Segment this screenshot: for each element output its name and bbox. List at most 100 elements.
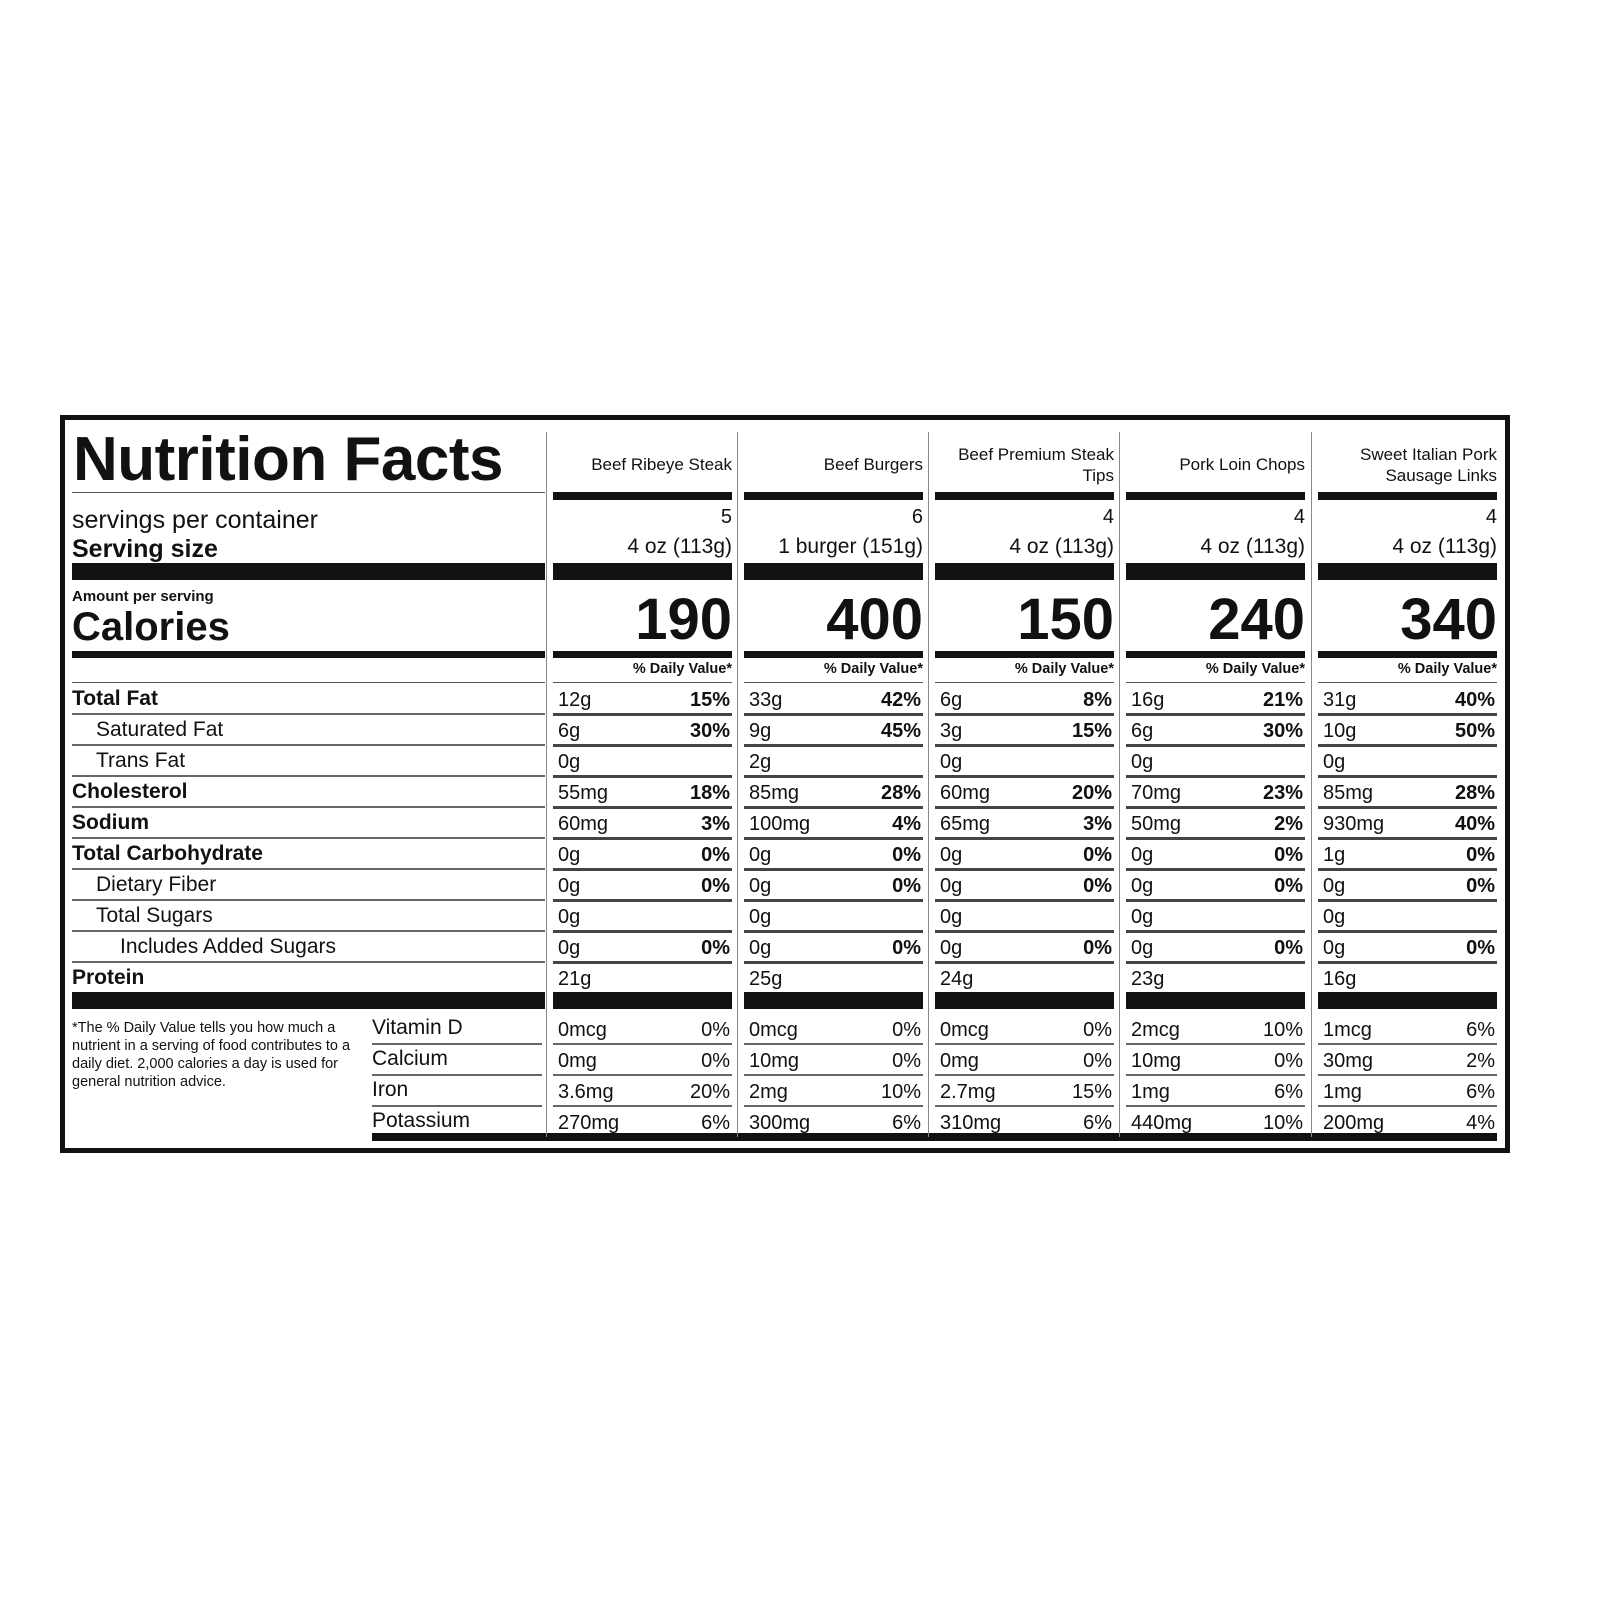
row-divider: [553, 868, 732, 871]
divider: [1318, 682, 1497, 683]
column-separator: [1311, 432, 1312, 1137]
row-divider: [1318, 1105, 1497, 1107]
row-divider: [1318, 930, 1497, 933]
daily-value-header: % Daily Value*: [823, 661, 923, 677]
row-divider: [553, 837, 732, 840]
nutrient-amount: 0g: [1323, 937, 1346, 959]
row-divider: [553, 1043, 732, 1045]
nutrient-amount: 3g: [940, 720, 963, 742]
vitamin-label: Vitamin D: [372, 1016, 463, 1039]
nutrient-daily-value: 42%: [880, 689, 921, 711]
nutrient-amount: 85mg: [749, 782, 800, 804]
nutrient-daily-value: 3%: [701, 813, 730, 835]
nutrient-amount: 0g: [1131, 906, 1154, 928]
row-divider: [744, 1074, 923, 1076]
vitamin-daily-value: 6%: [1274, 1081, 1303, 1103]
vitamin-amount: 0mcg: [749, 1019, 798, 1041]
row-divider: [1126, 1043, 1305, 1045]
calories-value: 340: [1400, 587, 1497, 652]
row-divider: [1126, 930, 1305, 933]
row-divider: [72, 806, 545, 808]
row-divider: [935, 961, 1114, 964]
vitamin-amount: 1mg: [1131, 1081, 1170, 1103]
row-divider: [744, 899, 923, 902]
row-divider: [72, 744, 545, 746]
nutrient-daily-value: 40%: [1454, 813, 1495, 835]
vitamin-daily-value: 0%: [1274, 1050, 1303, 1072]
nutrient-amount: 0g: [1131, 875, 1154, 897]
bottom-divider: [372, 1133, 1497, 1141]
row-divider: [553, 1074, 732, 1076]
nutrient-daily-value: 23%: [1262, 782, 1303, 804]
row-divider: [744, 744, 923, 747]
vitamin-amount: 3.6mg: [558, 1081, 614, 1103]
nutrient-amount: 0g: [558, 875, 581, 897]
row-divider: [935, 744, 1114, 747]
nutrient-amount: 0g: [940, 906, 963, 928]
vitamin-daily-value: 0%: [1083, 1050, 1112, 1072]
nutrient-amount: 0g: [940, 875, 963, 897]
row-divider: [935, 837, 1114, 840]
row-divider: [1318, 744, 1497, 747]
nutrient-amount: 23g: [1131, 968, 1165, 990]
medium-divider: [744, 651, 923, 658]
nutrient-daily-value: 20%: [1071, 782, 1112, 804]
row-divider: [935, 930, 1114, 933]
vitamin-amount: 0mcg: [558, 1019, 607, 1041]
row-divider: [553, 1105, 732, 1107]
nutrient-label: Sodium: [72, 811, 149, 834]
row-divider: [935, 1043, 1114, 1045]
serving-size-value: 1 burger (151g): [778, 535, 923, 558]
nutrient-amount: 9g: [749, 720, 772, 742]
amount-per-serving-label: Amount per serving: [72, 588, 214, 605]
nutrient-amount: 0g: [749, 906, 772, 928]
vitamin-daily-value: 2%: [1466, 1050, 1495, 1072]
serving-size-value: 4 oz (113g): [1009, 535, 1114, 558]
nutrient-amount: 0g: [940, 751, 963, 773]
row-divider: [744, 1105, 923, 1107]
row-divider: [744, 961, 923, 964]
nutrient-daily-value: 15%: [689, 689, 730, 711]
medium-divider: [72, 651, 545, 658]
row-divider: [744, 1043, 923, 1045]
row-divider: [1318, 775, 1497, 778]
thick-divider: [1318, 563, 1497, 580]
thick-divider: [72, 563, 545, 580]
nutrient-amount: 0g: [1131, 844, 1154, 866]
vitamin-amount: 10mg: [1131, 1050, 1182, 1072]
column-separator: [1119, 432, 1120, 1137]
panel-title: Nutrition Facts: [73, 425, 503, 494]
calories-value: 150: [1017, 587, 1114, 652]
nutrient-amount: 31g: [1323, 689, 1357, 711]
nutrient-amount: 0g: [558, 906, 581, 928]
vitamin-daily-value: 0%: [892, 1019, 921, 1041]
nutrient-amount: 70mg: [1131, 782, 1182, 804]
nutrient-daily-value: 0%: [1274, 875, 1303, 897]
nutrient-amount: 50mg: [1131, 813, 1182, 835]
vitamin-amount: 30mg: [1323, 1050, 1374, 1072]
row-divider: [72, 837, 545, 839]
nutrient-amount: 0g: [749, 844, 772, 866]
thick-divider: [1126, 492, 1305, 500]
vitamin-label: Iron: [372, 1078, 409, 1101]
nutrient-amount: 60mg: [940, 782, 991, 804]
row-divider: [372, 1105, 542, 1107]
row-divider: [935, 775, 1114, 778]
nutrient-daily-value: 0%: [701, 937, 730, 959]
row-divider: [1318, 1043, 1497, 1045]
nutrient-daily-value: 0%: [1466, 875, 1495, 897]
vitamin-amount: 300mg: [749, 1112, 811, 1134]
medium-divider: [553, 651, 732, 658]
servings-value: 4: [1485, 506, 1497, 528]
nutrient-label: Trans Fat: [96, 749, 186, 772]
nutrient-amount: 0g: [1131, 937, 1154, 959]
nutrient-daily-value: 0%: [1466, 844, 1495, 866]
servings-per-container-label: servings per container: [72, 506, 318, 534]
vitamin-daily-value: 0%: [701, 1050, 730, 1072]
nutrient-daily-value: 28%: [880, 782, 921, 804]
row-divider: [1126, 1105, 1305, 1107]
nutrient-label: Cholesterol: [72, 780, 188, 803]
row-divider: [72, 868, 545, 870]
nutrient-amount: 16g: [1323, 968, 1357, 990]
vitamin-daily-value: 6%: [892, 1112, 921, 1134]
